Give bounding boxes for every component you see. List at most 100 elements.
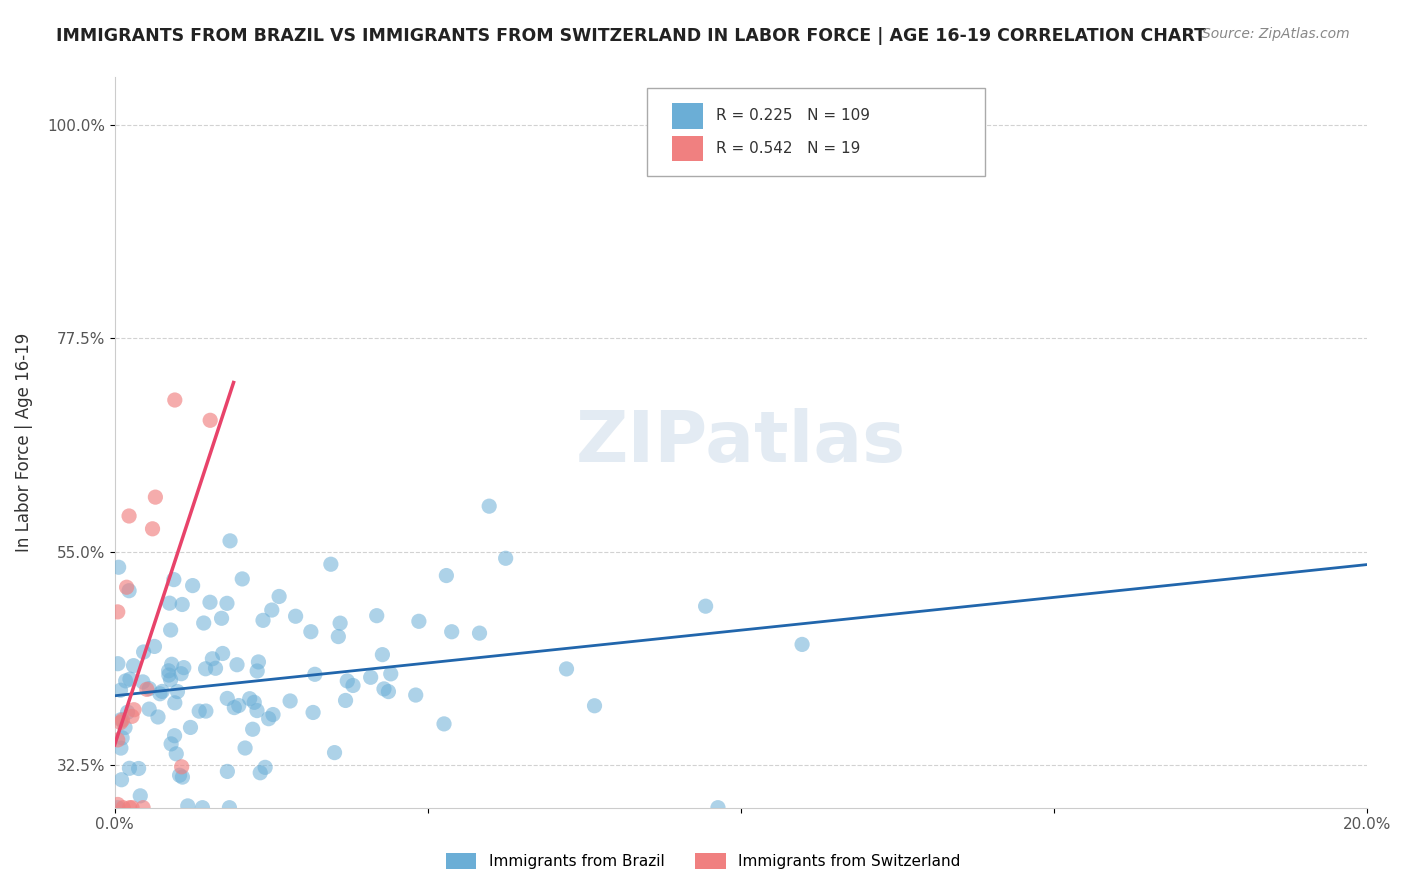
Immigrants from Brazil	[231, 572, 253, 586]
Immigrants from Brazil	[219, 533, 242, 548]
Immigrants from Switzerland	[170, 760, 193, 774]
Immigrants from Brazil	[160, 657, 183, 672]
Immigrants from Brazil	[129, 789, 152, 803]
Immigrants from Brazil	[211, 647, 233, 661]
Immigrants from Brazil	[329, 616, 352, 631]
Immigrants from Brazil	[269, 590, 291, 604]
Text: R = 0.225   N = 109: R = 0.225 N = 109	[716, 108, 870, 123]
Immigrants from Brazil	[110, 713, 132, 727]
Immigrants from Brazil	[194, 704, 217, 718]
Immigrants from Brazil	[163, 696, 186, 710]
Immigrants from Brazil	[434, 568, 457, 582]
Immigrants from Brazil	[138, 702, 160, 716]
Immigrants from Brazil	[118, 672, 141, 686]
Immigrants from Brazil	[107, 657, 129, 671]
Immigrants from Brazil	[169, 768, 191, 782]
Immigrants from Brazil	[262, 707, 284, 722]
Bar	[672, 136, 703, 161]
Immigrants from Brazil	[336, 673, 359, 688]
Text: R = 0.542   N = 19: R = 0.542 N = 19	[716, 141, 860, 156]
Immigrants from Brazil	[143, 640, 166, 654]
Immigrants from Brazil	[246, 664, 269, 678]
Immigrants from Brazil	[790, 637, 813, 651]
Immigrants from Brazil	[146, 710, 169, 724]
Immigrants from Brazil	[159, 623, 181, 637]
Immigrants from Brazil	[226, 657, 249, 672]
Immigrants from Brazil	[132, 645, 155, 659]
Immigrants from Brazil	[555, 662, 578, 676]
Immigrants from Switzerland	[118, 800, 141, 814]
Immigrants from Brazil	[371, 648, 394, 662]
Immigrants from Switzerland	[107, 605, 129, 619]
Immigrants from Brazil	[204, 661, 226, 675]
Immigrants from Switzerland	[122, 703, 145, 717]
Immigrants from Brazil	[247, 655, 270, 669]
Immigrants from Brazil	[132, 674, 155, 689]
Immigrants from Brazil	[111, 731, 134, 745]
Immigrants from Brazil	[110, 741, 132, 756]
Immigrants from Switzerland	[107, 732, 129, 747]
Immigrants from Brazil	[179, 721, 201, 735]
Immigrants from Switzerland	[107, 797, 129, 812]
Immigrants from Brazil	[181, 578, 204, 592]
Immigrants from Brazil	[114, 673, 136, 688]
Immigrants from Brazil	[163, 573, 186, 587]
Immigrants from Brazil	[110, 683, 132, 698]
Immigrants from Switzerland	[121, 709, 143, 723]
Immigrants from Brazil	[122, 658, 145, 673]
Immigrants from Brazil	[478, 499, 501, 513]
Immigrants from Switzerland	[141, 522, 163, 536]
Immigrants from Brazil	[157, 664, 180, 678]
Immigrants from Brazil	[242, 723, 264, 737]
Immigrants from Brazil	[191, 800, 214, 814]
Text: IMMIGRANTS FROM BRAZIL VS IMMIGRANTS FROM SWITZERLAND IN LABOR FORCE | AGE 16-19: IMMIGRANTS FROM BRAZIL VS IMMIGRANTS FRO…	[56, 27, 1206, 45]
Text: Source: ZipAtlas.com: Source: ZipAtlas.com	[1202, 27, 1350, 41]
Immigrants from Brazil	[159, 673, 181, 687]
Immigrants from Brazil	[138, 681, 160, 696]
Immigrants from Brazil	[408, 615, 430, 629]
Immigrants from Brazil	[211, 611, 233, 625]
Immigrants from Brazil	[246, 704, 269, 718]
FancyBboxPatch shape	[647, 88, 984, 176]
Immigrants from Switzerland	[145, 490, 167, 504]
Immigrants from Brazil	[165, 747, 187, 761]
Immigrants from Brazil	[118, 761, 141, 775]
Immigrants from Brazil	[243, 695, 266, 709]
Immigrants from Brazil	[366, 608, 388, 623]
Y-axis label: In Labor Force | Age 16-19: In Labor Force | Age 16-19	[15, 333, 32, 552]
Immigrants from Brazil	[342, 678, 364, 692]
Immigrants from Brazil	[440, 624, 463, 639]
Immigrants from Brazil	[319, 558, 342, 572]
Immigrants from Brazil	[157, 668, 180, 682]
Legend: Immigrants from Brazil, Immigrants from Switzerland: Immigrants from Brazil, Immigrants from …	[440, 847, 966, 875]
Immigrants from Switzerland	[135, 682, 157, 697]
Immigrants from Brazil	[260, 603, 283, 617]
Immigrants from Brazil	[257, 712, 280, 726]
Immigrants from Brazil	[405, 688, 427, 702]
Immigrants from Brazil	[304, 667, 326, 681]
Immigrants from Brazil	[433, 717, 456, 731]
Immigrants from Brazil	[107, 800, 129, 814]
Immigrants from Brazil	[166, 684, 188, 698]
Immigrants from Brazil	[249, 765, 271, 780]
Immigrants from Brazil	[302, 706, 325, 720]
Immigrants from Brazil	[695, 599, 717, 614]
Immigrants from Brazil	[170, 666, 193, 681]
Immigrants from Brazil	[160, 737, 183, 751]
Immigrants from Brazil	[228, 698, 250, 713]
Immigrants from Brazil	[163, 729, 186, 743]
Immigrants from Brazil	[107, 560, 129, 574]
Immigrants from Brazil	[188, 704, 211, 718]
Immigrants from Brazil	[323, 746, 346, 760]
Immigrants from Brazil	[218, 800, 240, 814]
Immigrants from Brazil	[299, 624, 322, 639]
Immigrants from Brazil	[201, 652, 224, 666]
Immigrants from Brazil	[149, 687, 172, 701]
Immigrants from Switzerland	[132, 800, 155, 814]
Immigrants from Brazil	[335, 693, 357, 707]
Immigrants from Brazil	[254, 760, 277, 774]
Immigrants from Brazil	[114, 721, 136, 735]
Immigrants from Brazil	[177, 798, 200, 813]
Immigrants from Brazil	[328, 630, 350, 644]
Immigrants from Brazil	[194, 662, 217, 676]
